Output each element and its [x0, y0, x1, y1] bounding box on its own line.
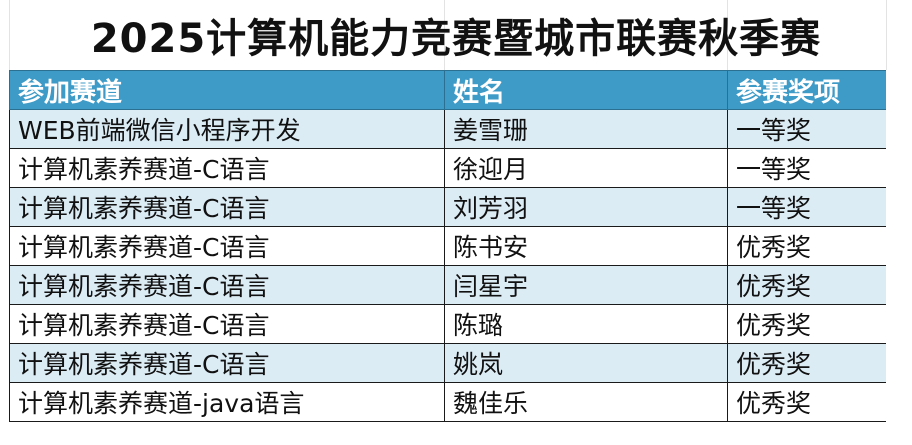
cell-track[interactable]: 计算机素养赛道-C语言: [9, 343, 445, 383]
cell-award[interactable]: 优秀奖: [727, 226, 887, 266]
cell-award[interactable]: 优秀奖: [727, 265, 887, 305]
table-row: 计算机素养赛道-C语言 刘芳羽 一等奖: [9, 187, 887, 227]
cell-track[interactable]: 计算机素养赛道-C语言: [9, 304, 445, 344]
cell-track[interactable]: 计算机素养赛道-C语言: [9, 187, 445, 227]
awards-table: 参加赛道 姓名 参赛奖项 WEB前端微信小程序开发 姜雪珊 一等奖 计算机素养赛…: [9, 70, 887, 422]
cell-track[interactable]: 计算机素养赛道-C语言: [9, 148, 445, 188]
cell-award[interactable]: 优秀奖: [727, 304, 887, 344]
table-row: 计算机素养赛道-C语言 闫星宇 优秀奖: [9, 265, 887, 305]
cell-award[interactable]: 一等奖: [727, 109, 887, 149]
cell-award[interactable]: 优秀奖: [727, 343, 887, 383]
cell-name[interactable]: 姜雪珊: [444, 109, 728, 149]
cell-award[interactable]: 优秀奖: [727, 382, 887, 422]
cell-name[interactable]: 魏佳乐: [444, 382, 728, 422]
cell-name[interactable]: 刘芳羽: [444, 187, 728, 227]
cell-track[interactable]: WEB前端微信小程序开发: [9, 109, 445, 149]
sheet-title[interactable]: 2025计算机能力竞赛暨城市联赛秋季赛: [90, 16, 822, 62]
empty-column-area[interactable]: [886, 70, 912, 445]
cell-name[interactable]: 徐迎月: [444, 148, 728, 188]
cell-name[interactable]: 陈书安: [444, 226, 728, 266]
table-row: WEB前端微信小程序开发 姜雪珊 一等奖: [9, 109, 887, 149]
cell-track[interactable]: 计算机素养赛道-java语言: [9, 382, 445, 422]
cell-award[interactable]: 一等奖: [727, 187, 887, 227]
header-cell-track[interactable]: 参加赛道: [9, 70, 445, 110]
cell-name[interactable]: 姚岚: [444, 343, 728, 383]
cell-track[interactable]: 计算机素养赛道-C语言: [9, 226, 445, 266]
table-row: 计算机素养赛道-java语言 魏佳乐 优秀奖: [9, 382, 887, 422]
grid-line: [727, 0, 728, 70]
cell-name[interactable]: 陈璐: [444, 304, 728, 344]
header-cell-award[interactable]: 参赛奖项: [727, 70, 887, 110]
table-row: 计算机素养赛道-C语言 陈璐 优秀奖: [9, 304, 887, 344]
header-cell-name[interactable]: 姓名: [444, 70, 728, 110]
grid-line: [886, 0, 887, 70]
grid-line: [9, 0, 10, 70]
cell-award[interactable]: 一等奖: [727, 148, 887, 188]
cell-track[interactable]: 计算机素养赛道-C语言: [9, 265, 445, 305]
table-row: 计算机素养赛道-C语言 姚岚 优秀奖: [9, 343, 887, 383]
table-row: 计算机素养赛道-C语言 陈书安 优秀奖: [9, 226, 887, 266]
grid-line: [444, 0, 445, 70]
cell-name[interactable]: 闫星宇: [444, 265, 728, 305]
header-row: 参加赛道 姓名 参赛奖项: [9, 70, 887, 110]
table-row: 计算机素养赛道-C语言 徐迎月 一等奖: [9, 148, 887, 188]
